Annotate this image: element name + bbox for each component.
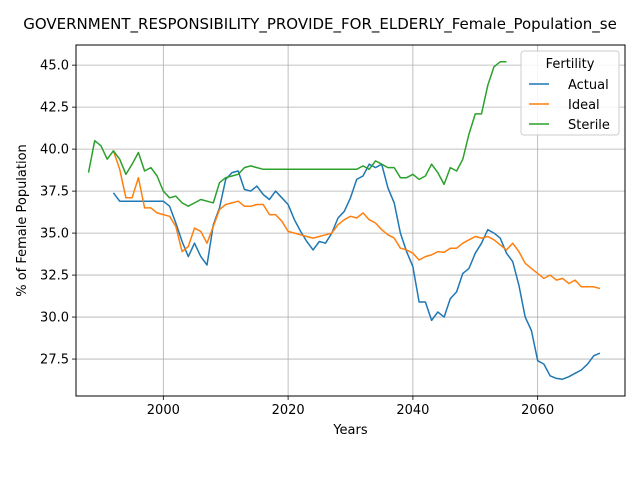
- y-tick-label: 42.5: [40, 101, 69, 116]
- y-tick-label: 45.0: [40, 59, 69, 74]
- y-tick-label: 32.5: [40, 269, 69, 284]
- legend-box: [520, 50, 620, 136]
- x-axis-label: Years: [332, 423, 368, 438]
- legend-label-sterile: Sterile: [568, 118, 610, 133]
- y-tick-label: 30.0: [40, 311, 69, 326]
- legend-entries: Actual Ideal Sterile: [529, 78, 610, 133]
- x-tick-label: 2060: [521, 403, 554, 418]
- y-tick-label: 40.0: [40, 143, 69, 158]
- y-tick-label: 37.5: [40, 185, 69, 200]
- series-line-actual: [112, 163, 601, 380]
- legend-label-actual: Actual: [568, 78, 609, 93]
- x-tick-label: 2040: [396, 403, 429, 418]
- series-layer: [87, 61, 601, 380]
- x-tick-label: 2020: [272, 403, 305, 418]
- series-line-ideal: [112, 150, 601, 290]
- y-tick-label: 35.0: [40, 227, 69, 242]
- x-axis: 2000 2020 2040 2060: [147, 396, 554, 418]
- y-axis-label: % of Female Population: [15, 144, 30, 297]
- y-tick-label: 27.5: [40, 353, 69, 368]
- series-line-sterile: [87, 61, 507, 207]
- plot-frame: [75, 44, 626, 397]
- chart-title: GOVERNMENT_RESPONSIBILITY_PROVIDE_FOR_EL…: [23, 15, 617, 34]
- x-tick-label: 2000: [147, 403, 180, 418]
- y-axis: 27.5 30.0 32.5 35.0 37.5 40.0 42.5 45.0: [40, 59, 76, 368]
- legend-title: Fertility: [546, 57, 595, 72]
- legend: Fertility Actual Ideal Sterile: [520, 50, 620, 136]
- legend-label-ideal: Ideal: [568, 98, 600, 113]
